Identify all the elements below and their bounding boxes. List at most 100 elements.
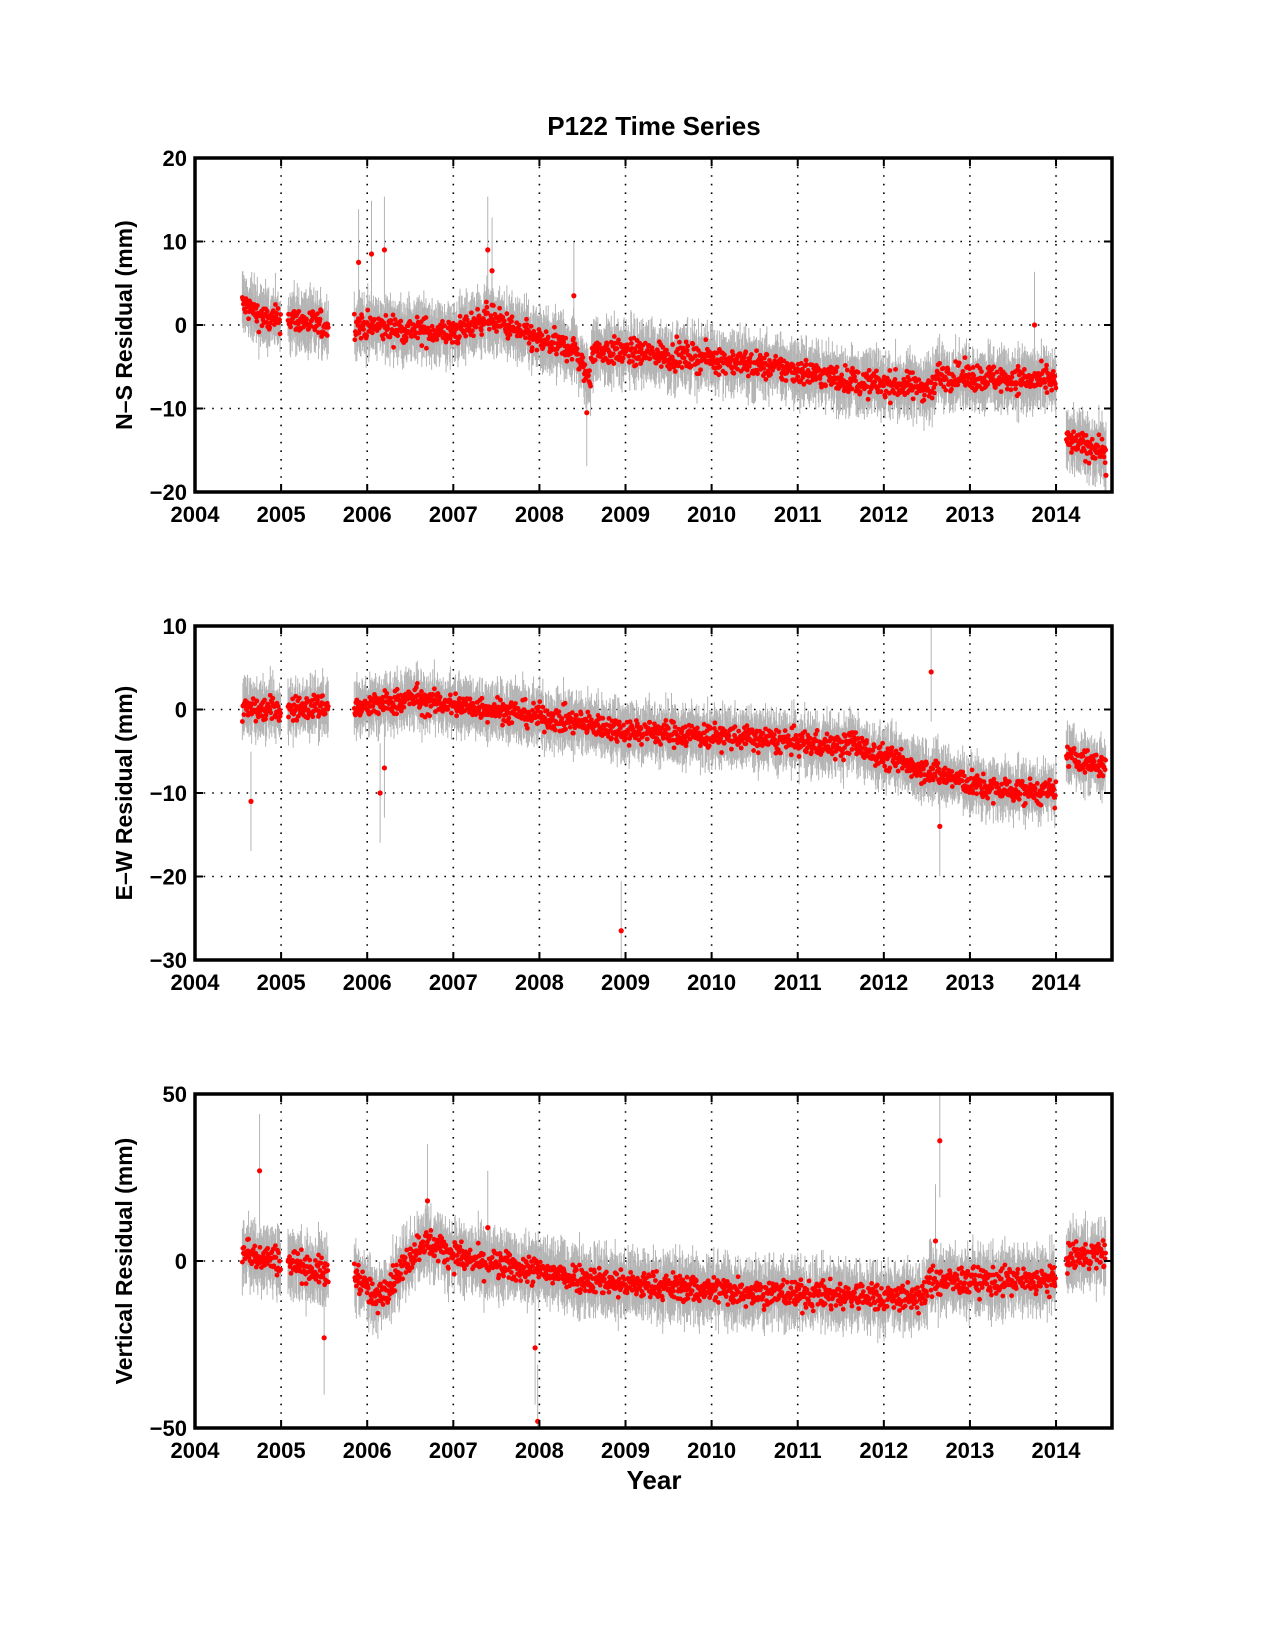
data-point — [447, 335, 453, 341]
data-point — [916, 377, 922, 383]
x-tick-label: 2005 — [257, 502, 306, 527]
x-tick-label: 2012 — [859, 502, 908, 527]
data-point — [392, 317, 398, 322]
data-point — [1092, 455, 1098, 461]
data-point — [993, 385, 998, 390]
data-point — [528, 323, 534, 329]
y-tick-label: 0 — [175, 313, 187, 338]
data-point — [839, 372, 845, 378]
data-point — [1009, 374, 1015, 380]
data-point — [677, 339, 682, 345]
data-point — [764, 352, 770, 358]
x-tick-label: 2008 — [515, 502, 564, 527]
data-point — [803, 357, 809, 363]
data-point — [955, 382, 961, 388]
data-point — [886, 378, 892, 384]
data-point — [667, 366, 673, 372]
data-point — [962, 355, 968, 361]
data-point — [719, 356, 724, 362]
data-point — [1101, 454, 1107, 460]
data-point — [468, 310, 474, 316]
data-point — [253, 718, 259, 724]
data-point — [920, 388, 926, 393]
data-point — [1053, 385, 1059, 391]
data-point — [763, 376, 769, 382]
data-point — [1043, 385, 1048, 391]
data-point — [616, 337, 621, 343]
data-point — [790, 362, 796, 368]
data-point — [493, 320, 498, 326]
data-point — [1014, 381, 1019, 387]
figure-title: P122 Time Series — [547, 111, 760, 141]
data-point — [352, 337, 358, 343]
data-point — [580, 355, 586, 360]
data-point — [827, 370, 833, 375]
data-point — [928, 380, 934, 386]
data-point — [745, 373, 751, 379]
data-point — [717, 364, 723, 369]
data-point — [655, 349, 661, 355]
x-tick-label: 2013 — [945, 502, 994, 527]
data-point — [543, 329, 549, 335]
data-point — [727, 359, 733, 365]
data-point — [1052, 381, 1058, 387]
data-point — [357, 318, 362, 324]
data-point — [241, 712, 247, 718]
data-point — [491, 303, 496, 308]
data-point — [308, 323, 314, 329]
data-point — [294, 717, 300, 723]
x-tick-label: 2014 — [1032, 502, 1082, 527]
data-point — [940, 365, 946, 371]
data-point — [509, 314, 515, 320]
data-point — [351, 311, 357, 317]
data-point — [647, 356, 653, 361]
data-point — [574, 346, 580, 352]
data-point — [246, 316, 251, 322]
data-point — [471, 333, 476, 339]
data-point — [568, 351, 573, 357]
data-point — [624, 342, 630, 348]
data-point — [878, 389, 884, 395]
data-point — [795, 374, 801, 380]
data-point — [809, 362, 815, 368]
data-point — [1069, 450, 1074, 455]
data-point — [723, 371, 728, 376]
data-point — [457, 334, 462, 339]
data-point — [500, 314, 506, 320]
data-point — [592, 357, 598, 363]
data-point — [254, 303, 260, 308]
data-point — [524, 316, 529, 322]
data-point — [882, 394, 888, 400]
data-point — [292, 708, 298, 714]
data-point — [1008, 387, 1014, 393]
data-point — [773, 353, 779, 359]
data-point — [767, 358, 772, 363]
data-point — [741, 355, 747, 360]
data-point — [485, 310, 490, 316]
data-point — [1083, 458, 1088, 464]
data-point — [361, 327, 366, 332]
data-point — [674, 334, 680, 340]
data-point — [636, 354, 642, 360]
data-point — [777, 360, 783, 366]
axes-frame — [193, 156, 1114, 494]
data-point — [949, 386, 954, 392]
data-point — [938, 381, 944, 387]
data-point — [966, 372, 972, 378]
data-point — [733, 362, 739, 367]
data-point — [638, 346, 644, 352]
data-point — [864, 384, 870, 390]
data-point — [491, 325, 497, 331]
data-point — [990, 376, 996, 382]
data-point — [318, 308, 324, 314]
data-point — [690, 341, 696, 347]
data-point — [893, 366, 898, 372]
data-point — [1071, 429, 1076, 435]
data-point — [630, 359, 635, 364]
y-tick-label: 10 — [163, 230, 187, 255]
data-point — [529, 345, 535, 351]
data-point — [296, 308, 302, 314]
data-point — [516, 322, 522, 328]
x-tick-label: 2009 — [601, 502, 650, 527]
data-point — [1083, 432, 1089, 438]
